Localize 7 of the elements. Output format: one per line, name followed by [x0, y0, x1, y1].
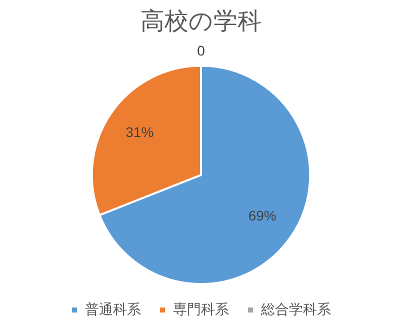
- legend-label: 普通科系: [85, 300, 141, 317]
- chart-title: 高校の学科: [140, 8, 262, 36]
- data-label: 69%: [248, 207, 276, 224]
- text: 0: [197, 42, 205, 59]
- data-label: 31%: [126, 124, 154, 140]
- legend-label: 専門科系: [173, 300, 229, 317]
- legend-label: 総合学科系: [260, 300, 331, 317]
